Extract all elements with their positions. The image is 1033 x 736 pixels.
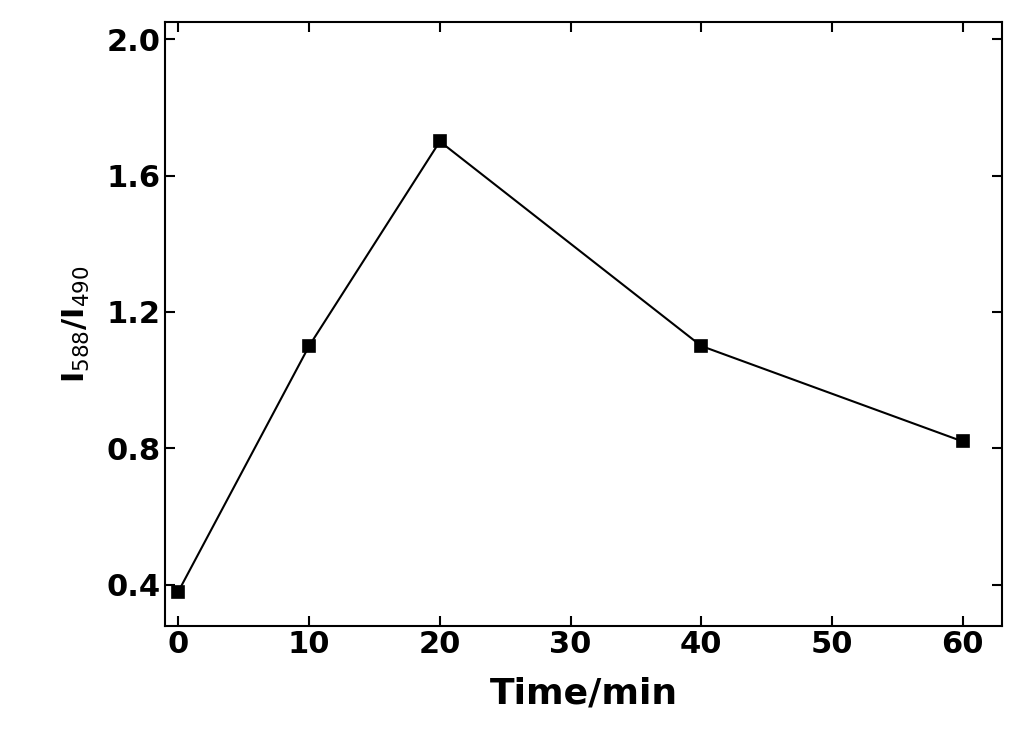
Y-axis label: I$_{588}$/I$_{490}$: I$_{588}$/I$_{490}$ [61, 265, 92, 383]
X-axis label: Time/min: Time/min [490, 676, 678, 710]
